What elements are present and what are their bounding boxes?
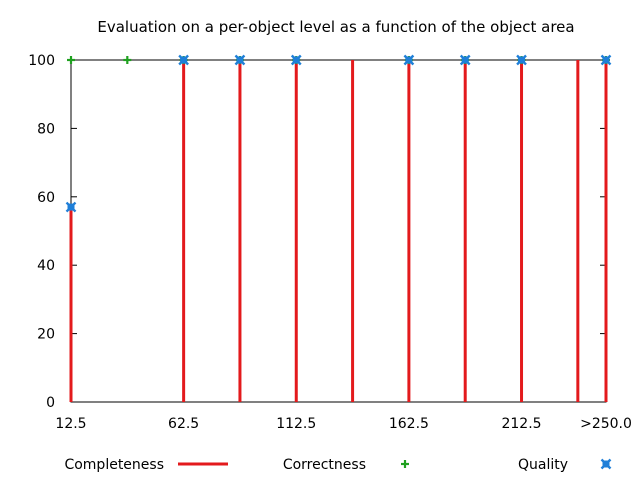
legend-label: Quality xyxy=(518,457,568,473)
series-quality xyxy=(65,54,612,213)
x-tick-label: 62.5 xyxy=(168,416,199,432)
cross-b xyxy=(178,54,189,66)
cross-b xyxy=(403,54,415,66)
x-tick-label: 162.5 xyxy=(389,416,429,432)
cross-b xyxy=(516,54,527,66)
y-axis: 0 20 40 60 80 100 xyxy=(28,53,606,411)
cross-b xyxy=(600,458,612,470)
legend-label: Correctness xyxy=(283,457,366,473)
legend-label: Completeness xyxy=(64,457,164,473)
plot-border xyxy=(70,59,607,403)
y-tick-label: 60 xyxy=(37,190,55,206)
legend-item-quality: Quality xyxy=(518,457,612,473)
x-tick-label: >250.0 xyxy=(580,416,632,432)
cross-b xyxy=(459,54,471,66)
plot-frame xyxy=(70,59,607,403)
quality-point xyxy=(65,201,77,213)
x-axis: 12.5 62.5 112.5 162.5 212.5 >250.0 xyxy=(55,396,632,432)
legend-item-correctness: Correctness xyxy=(283,457,409,473)
quality-point xyxy=(290,54,302,66)
chart-marks xyxy=(65,54,612,402)
legend-swatch-cross xyxy=(600,458,612,470)
correctness-point xyxy=(123,56,132,64)
cross-b xyxy=(600,54,612,66)
y-tick-label: 80 xyxy=(37,121,55,137)
quality-point xyxy=(178,54,189,66)
quality-point xyxy=(516,54,527,66)
quality-point xyxy=(403,54,415,66)
x-tick-label: 112.5 xyxy=(276,416,316,432)
series-completeness xyxy=(69,60,608,402)
chart-title: Evaluation on a per-object level as a fu… xyxy=(97,18,574,36)
y-tick-label: 20 xyxy=(37,327,55,343)
quality-point xyxy=(234,54,246,66)
quality-point xyxy=(600,54,612,66)
y-tick-label: 100 xyxy=(28,53,55,69)
legend-item-completeness: Completeness xyxy=(64,457,228,473)
cross-b xyxy=(290,54,302,66)
correctness-point xyxy=(67,56,75,64)
legend: Completeness Correctness Quality xyxy=(64,457,612,473)
y-tick-label: 40 xyxy=(37,258,55,274)
x-tick-label: 12.5 xyxy=(55,416,86,432)
cross-b xyxy=(65,201,77,213)
cross-b xyxy=(234,54,246,66)
quality-point xyxy=(459,54,471,66)
y-tick-label: 0 xyxy=(46,395,55,411)
legend-swatch-plus xyxy=(401,460,409,468)
x-tick-label: 212.5 xyxy=(501,416,541,432)
